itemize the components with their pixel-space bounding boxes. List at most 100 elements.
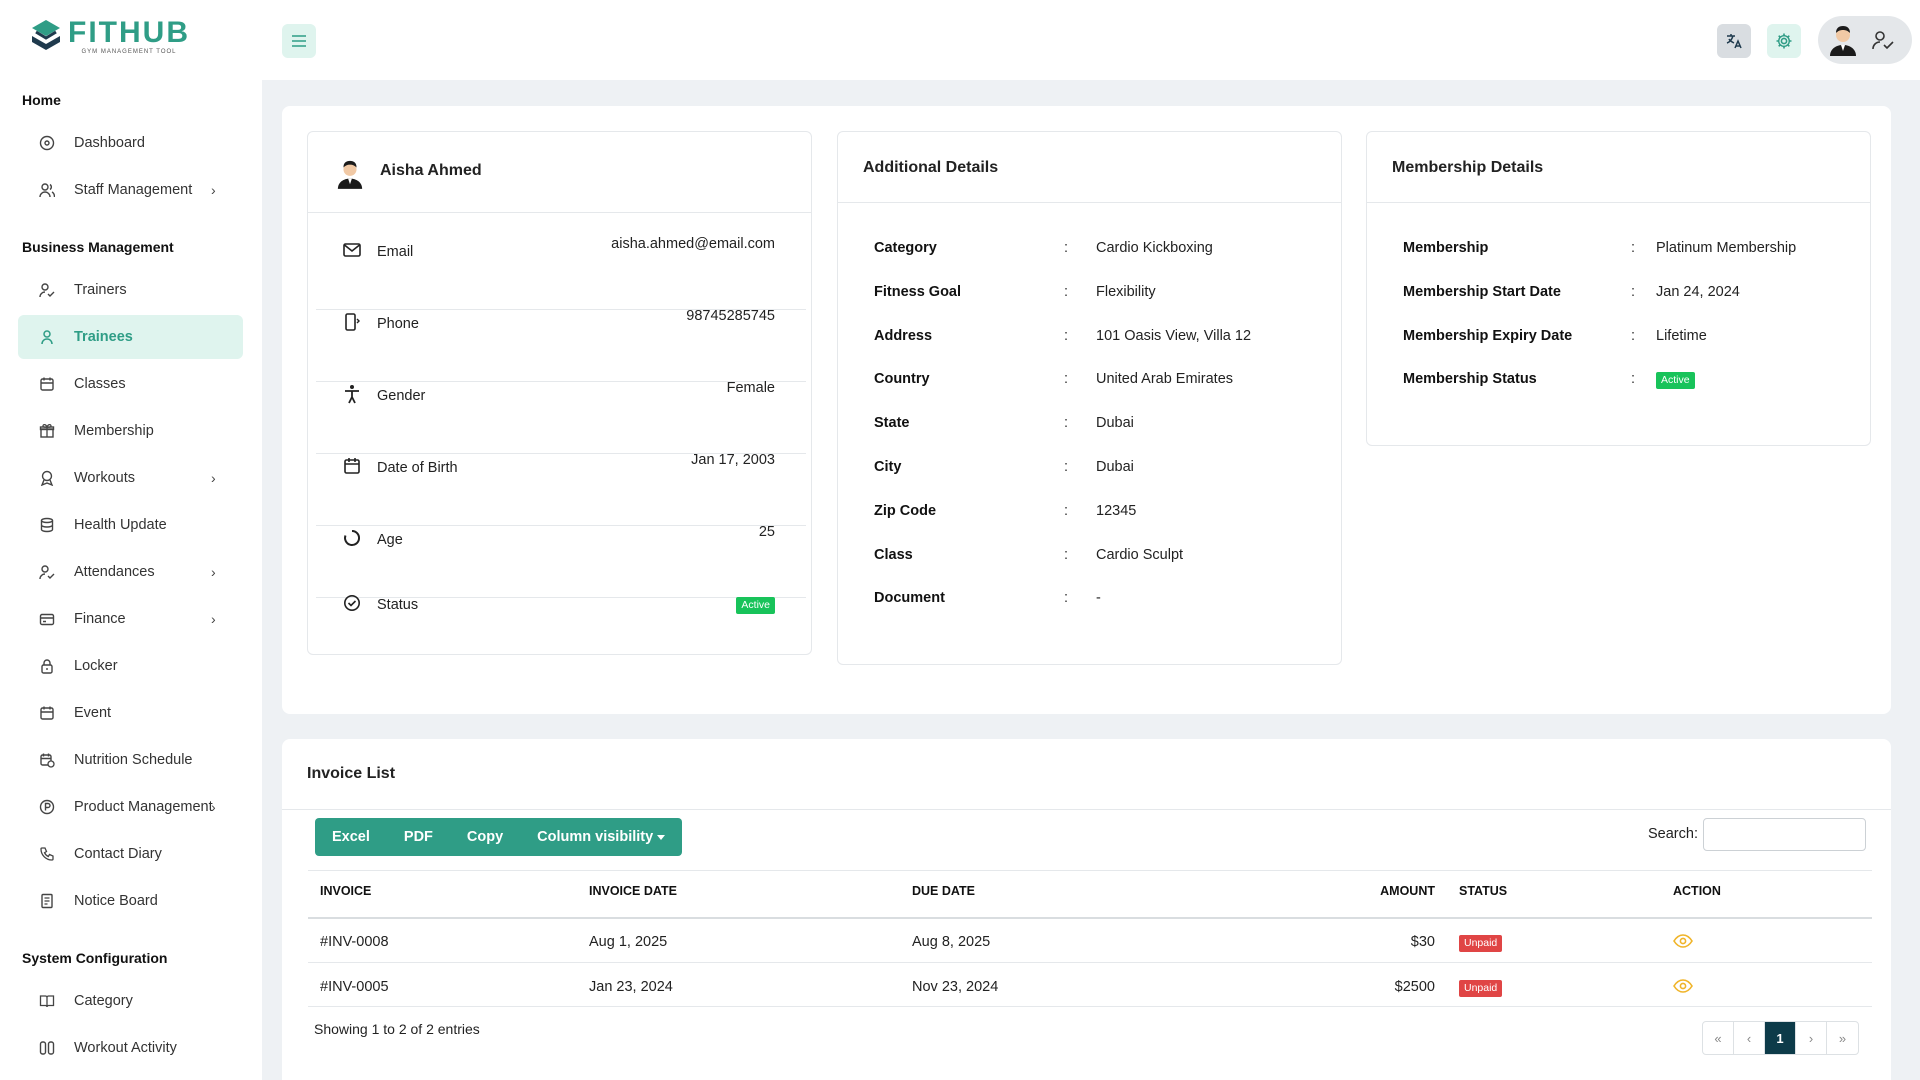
trainee-icon (38, 328, 56, 346)
profile-label: Status (377, 597, 419, 613)
profile-value: 98745285745 (686, 308, 775, 324)
additional-detail-row: Country: United Arab Emirates (874, 371, 1314, 391)
settings-button[interactable] (1767, 24, 1801, 58)
nav-section-home: Home (22, 92, 61, 108)
column-header-status[interactable]: STATUS (1459, 884, 1508, 898)
additional-detail-row: City: Dubai (874, 459, 1314, 479)
excel-button[interactable]: Excel (332, 829, 370, 845)
copy-button[interactable]: Copy (466, 829, 504, 845)
brand-tagline: GYM MANAGEMENT TOOL (81, 49, 177, 55)
sidebar-item-label: Event (74, 705, 112, 721)
user-check-icon (1872, 31, 1894, 50)
menu-toggle-button[interactable] (282, 24, 316, 58)
sidebar-item-label: Staff Management (74, 182, 193, 198)
additional-detail-row: Category: Cardio Kickboxing (874, 240, 1314, 260)
divider (282, 809, 1891, 810)
status-badge-text: Unpaid (1459, 935, 1503, 952)
sidebar-item-workouts[interactable]: Workouts › (18, 456, 243, 500)
status-badge: Unpaid (1459, 934, 1503, 952)
sidebar-item-product-management[interactable]: Product Management › (18, 785, 243, 829)
sidebar-item-staff-management[interactable]: Staff Management › (18, 168, 243, 212)
first-page-button[interactable]: « (1703, 1022, 1734, 1054)
divider (308, 870, 1872, 871)
chevron-right-icon: › (211, 799, 216, 815)
profile-label: Gender (377, 388, 426, 404)
due-date: Nov 23, 2024 (912, 979, 999, 995)
pdf-button[interactable]: PDF (403, 829, 433, 845)
detail-value: Cardio Sculpt (1096, 546, 1184, 563)
attendance-icon (38, 563, 56, 581)
next-page-button[interactable]: › (1796, 1022, 1827, 1054)
sidebar-item-trainers[interactable]: Trainers (18, 268, 243, 312)
due-date: Aug 8, 2025 (912, 934, 991, 950)
detail-label: Document (874, 590, 945, 607)
sidebar-item-dashboard[interactable]: Dashboard (18, 121, 243, 165)
detail-value: Platinum Membership (1656, 240, 1797, 256)
column-visibility-button[interactable]: Column visibility (520, 829, 682, 845)
view-invoice-button[interactable] (1673, 979, 1693, 997)
sidebar-item-contact-diary[interactable]: Contact Diary (18, 832, 243, 876)
profile-value: aisha.ahmed@email.com (611, 236, 775, 252)
detail-colon: : (1631, 327, 1636, 344)
chevron-right-icon: › (211, 182, 216, 198)
membership-detail-row: Membership: Platinum Membership (1403, 240, 1843, 260)
sidebar-item-category[interactable]: Category (18, 979, 243, 1023)
status-badge: Unpaid (1459, 979, 1503, 997)
detail-colon: : (1064, 546, 1069, 563)
detail-colon: : (1631, 283, 1636, 300)
last-page-button[interactable]: » (1838, 1030, 1847, 1046)
calendar-icon (38, 704, 56, 722)
brand-logo[interactable]: FITHUB GYM MANAGEMENT TOOL (28, 18, 190, 56)
sidebar-item-nutrition-schedule[interactable]: Nutrition Schedule (18, 738, 243, 782)
chevron-right-icon: › (211, 564, 216, 580)
sidebar-item-workout-activity[interactable]: Workout Activity (18, 1026, 243, 1070)
detail-value: - (1096, 590, 1101, 607)
notice-icon (38, 892, 56, 910)
column-header-due-date[interactable]: DUE DATE (912, 884, 975, 898)
spinner-icon (342, 528, 362, 548)
sidebar-item-event[interactable]: Event (18, 691, 243, 735)
sidebar-item-finance[interactable]: Finance › (18, 597, 243, 641)
nav-section-system: System Configuration (22, 950, 168, 966)
calendar-icon (342, 456, 362, 476)
invoice-number: #INV-0008 (320, 934, 389, 950)
page-button-1[interactable]: 1 (1765, 1022, 1796, 1054)
sidebar-item-health-update[interactable]: Health Update (18, 503, 243, 547)
language-button[interactable] (1717, 24, 1751, 58)
sidebar-item-trainees[interactable]: Trainees (18, 315, 243, 359)
view-invoice-button[interactable] (1673, 934, 1693, 952)
eye-icon (1673, 979, 1693, 993)
detail-value: Cardio Kickboxing (1096, 240, 1213, 256)
prev-page-button[interactable]: ‹ (1734, 1022, 1765, 1054)
search-input[interactable] (1703, 818, 1866, 851)
sidebar-item-classes[interactable]: Classes (18, 362, 243, 406)
invoice-amount: $2500 (1394, 979, 1435, 995)
profile-value: 25 (758, 524, 775, 540)
detail-value: Lifetime (1656, 327, 1707, 344)
membership-detail-row: Membership Status: Active (1403, 371, 1843, 391)
detail-value: Flexibility (1096, 283, 1156, 300)
status-badge-text: Active (736, 597, 775, 614)
sidebar-item-locker[interactable]: Locker (18, 644, 243, 688)
profile-label: Email (377, 244, 414, 260)
profile-row-age: Age 25 (308, 504, 808, 576)
chevron-right-icon: › (211, 470, 216, 486)
detail-label: State (874, 415, 910, 432)
divider (316, 309, 806, 310)
column-header-action[interactable]: ACTION (1673, 884, 1721, 898)
user-menu[interactable] (1818, 16, 1912, 64)
divider (308, 962, 1872, 963)
profile-row-dob: Date of Birth Jan 17, 2003 (308, 432, 808, 504)
column-header-amount[interactable]: AMOUNT (1380, 884, 1435, 898)
sidebar-item-label: Finance (74, 611, 126, 627)
sidebar-item-notice-board[interactable]: Notice Board (18, 879, 243, 923)
sidebar-item-label: Health Update (74, 517, 167, 533)
profile-card: Aisha Ahmed Email aisha.ahmed@email.com … (307, 131, 812, 655)
sidebar-item-attendances[interactable]: Attendances › (18, 550, 243, 594)
sidebar-item-label: Attendances (74, 564, 155, 580)
column-header-invoice-date[interactable]: INVOICE DATE (589, 884, 677, 898)
sidebar-item-membership[interactable]: Membership (18, 409, 243, 453)
membership-detail-row: Membership Expiry Date: Lifetime (1403, 328, 1843, 348)
divider (316, 453, 806, 454)
column-header-invoice[interactable]: INVOICE (320, 884, 372, 898)
